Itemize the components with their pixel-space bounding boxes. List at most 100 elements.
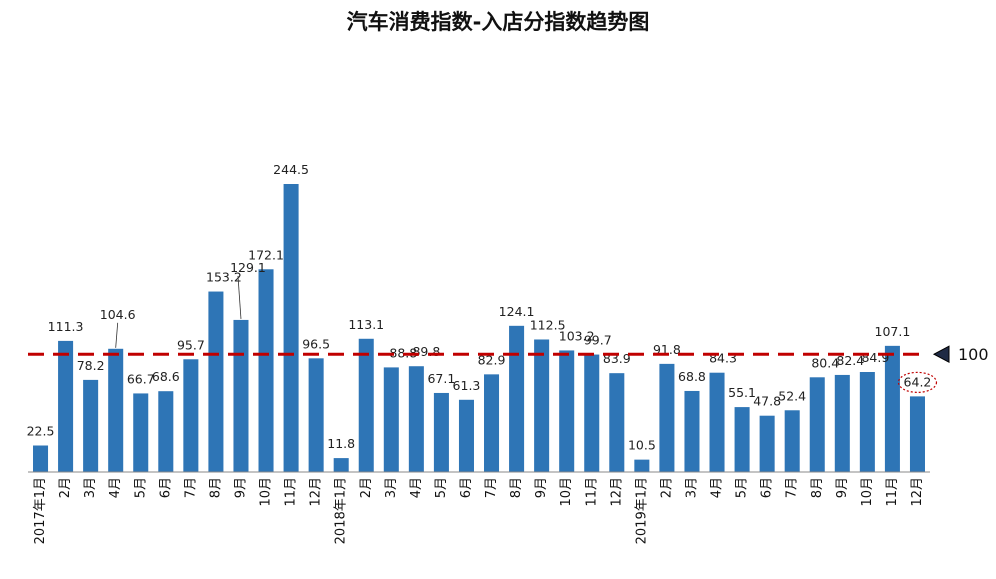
x-tick-label: 3月 [684, 477, 699, 498]
x-tick-label: 2018年1月 [334, 477, 349, 544]
bar [584, 354, 600, 472]
data-label: 80.4 [811, 355, 839, 370]
data-label: 153.2 [206, 270, 242, 285]
label-leader-line [115, 322, 119, 348]
highlight-ellipse [897, 371, 938, 393]
bars-group [33, 184, 925, 472]
bar [258, 269, 274, 472]
bar [308, 358, 324, 472]
x-tick-label: 11月 [284, 477, 299, 507]
x-tick-label: 8月 [810, 477, 825, 498]
bar [859, 372, 875, 472]
data-label: 82.9 [478, 352, 506, 367]
x-tick-label: 6月 [459, 477, 474, 498]
data-label: 11.8 [327, 436, 355, 451]
data-label: 82.4 [836, 353, 864, 368]
data-label: 61.3 [453, 378, 481, 393]
bar [809, 377, 825, 472]
x-tick-label: 6月 [760, 477, 775, 498]
bar [208, 291, 224, 472]
bar [283, 184, 299, 472]
data-label: 103.2 [559, 328, 595, 343]
bar [408, 366, 424, 472]
data-label: 10.5 [628, 438, 656, 453]
data-label: 104.6 [100, 307, 136, 322]
data-label: 66.7 [127, 371, 155, 386]
x-tick-label: 9月 [233, 477, 248, 498]
x-tick-label: 6月 [158, 477, 173, 498]
x-tick-label: 11月 [584, 477, 599, 507]
x-tick-label: 5月 [735, 477, 750, 498]
bar [33, 445, 49, 472]
data-label: 99.7 [584, 333, 612, 348]
x-tick-label: 7月 [484, 477, 499, 498]
x-tick-label: 9月 [835, 477, 850, 498]
x-tick-label: 7月 [785, 477, 800, 498]
data-label: 129.1 [230, 260, 266, 275]
data-label: 112.5 [530, 317, 566, 332]
x-tick-label: 9月 [534, 477, 549, 498]
data-label: 124.1 [499, 304, 535, 319]
x-tick-label: 2017年1月 [33, 477, 48, 544]
x-tick-label: 5月 [434, 477, 449, 498]
bar [534, 339, 550, 472]
chart-title: 汽车消费指数-入店分指数趋势图 [346, 10, 650, 34]
bar [784, 410, 800, 472]
bar [609, 373, 625, 472]
bar [559, 350, 575, 472]
x-tick-label: 2月 [359, 477, 374, 498]
bar [759, 415, 775, 472]
reference-line-label: 100 [958, 345, 989, 364]
data-label: 22.5 [27, 424, 55, 439]
x-tick-label: 7月 [183, 477, 198, 498]
x-tick-label: 12月 [609, 477, 624, 507]
x-tick-label: 4月 [409, 477, 424, 498]
bar [659, 363, 675, 472]
bar [358, 338, 374, 472]
data-label: 68.8 [678, 369, 706, 384]
x-tick-label: 10月 [559, 477, 574, 507]
data-label: 84.9 [861, 350, 889, 365]
x-tick-label: 4月 [108, 477, 123, 498]
data-label: 55.1 [728, 385, 756, 400]
bar [83, 379, 99, 472]
x-tick-label: 2月 [58, 477, 73, 498]
bar [709, 372, 725, 472]
bar [383, 367, 399, 472]
bar [509, 325, 525, 472]
x-tick-label: 8月 [208, 477, 223, 498]
data-label: 111.3 [48, 319, 84, 334]
bar [433, 392, 449, 472]
data-label: 244.5 [273, 162, 309, 177]
x-tick-label: 3月 [83, 477, 98, 498]
x-tick-label: 5月 [133, 477, 148, 498]
x-tick-label: 3月 [384, 477, 399, 498]
x-tick-label: 8月 [509, 477, 524, 498]
bar [158, 391, 174, 472]
data-label: 89.8 [412, 344, 440, 359]
bar [108, 348, 124, 472]
bar [233, 319, 249, 472]
x-tick-label: 10月 [259, 477, 274, 507]
data-label: 78.2 [77, 358, 105, 373]
bar [484, 374, 500, 472]
reference-line-marker-icon [932, 345, 950, 364]
data-label: 47.8 [753, 394, 781, 409]
bar [133, 393, 149, 472]
data-label: 64.2 [904, 374, 932, 389]
bar [58, 340, 74, 472]
bar [834, 374, 850, 472]
x-tick-label: 2月 [659, 477, 674, 498]
x-tick-label: 2019年1月 [634, 477, 649, 544]
bar [884, 345, 900, 472]
data-label: 96.5 [302, 336, 330, 351]
label-leader-line [237, 275, 242, 319]
data-label: 67.1 [427, 371, 455, 386]
data-label: 107.1 [875, 324, 911, 339]
x-tick-label: 12月 [910, 477, 925, 507]
x-tick-label: 4月 [710, 477, 725, 498]
data-label: 68.6 [152, 369, 180, 384]
bar [333, 458, 349, 472]
bar [909, 396, 925, 472]
